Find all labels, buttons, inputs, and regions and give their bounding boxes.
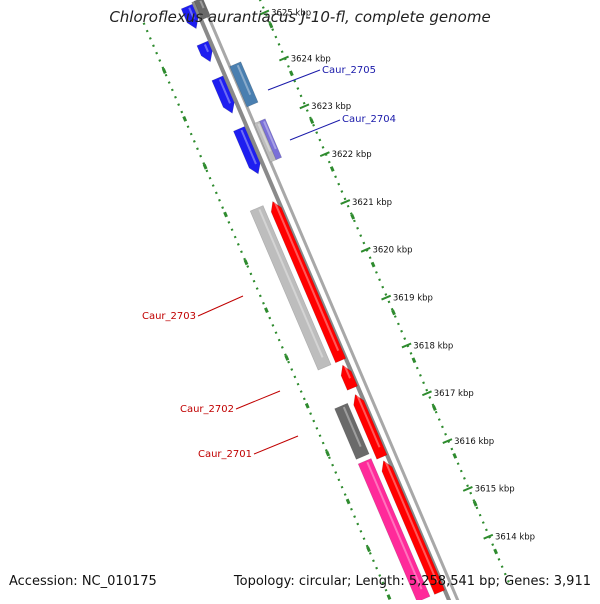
gene-label-leader bbox=[197, 295, 244, 317]
axis-tick bbox=[299, 103, 310, 110]
gene-label-caur-2704: Caur_2704 bbox=[342, 114, 396, 125]
gene-caur2701-b bbox=[381, 460, 446, 595]
major-tick bbox=[411, 357, 417, 364]
axis-tick bbox=[259, 9, 270, 16]
major-tick bbox=[182, 115, 188, 122]
major-tick bbox=[289, 70, 294, 77]
major-tick bbox=[325, 450, 331, 457]
major-tick bbox=[472, 500, 478, 507]
gene-features bbox=[180, 0, 446, 603]
gene-highlight bbox=[188, 7, 195, 20]
gene-top-dark bbox=[193, 0, 211, 20]
axis-label: 3618 kbp bbox=[413, 341, 453, 351]
major-tick bbox=[432, 405, 437, 411]
major-tick bbox=[243, 259, 249, 266]
inner-tick-ring bbox=[142, 22, 394, 604]
gene-highlight bbox=[384, 461, 439, 583]
gene-caur2702 bbox=[340, 364, 358, 391]
gene-caur2704 bbox=[259, 118, 283, 161]
gene-caur2704-forward bbox=[233, 126, 261, 175]
major-tick bbox=[202, 163, 208, 170]
axis-tick bbox=[340, 199, 351, 205]
axis-tick bbox=[401, 342, 412, 349]
outer-tick-ring bbox=[258, 0, 511, 585]
axis-tick bbox=[360, 246, 371, 253]
axis-label: 3625 kbp bbox=[271, 8, 311, 18]
genome-summary-text: Topology: circular; Length: 5,258,541 bp… bbox=[233, 574, 591, 589]
gene-labels: Caur_2705 Caur_2704 Caur_2703 Caur_2702 Caur… bbox=[142, 65, 396, 460]
gene-highlight bbox=[199, 0, 205, 9]
gene-highlight bbox=[342, 406, 362, 447]
axis-label: 3619 kbp bbox=[393, 293, 433, 303]
axis-label: 3616 kbp bbox=[454, 437, 494, 447]
major-tick bbox=[452, 452, 458, 459]
gene-caur2702-dark bbox=[334, 402, 370, 460]
gene-caur2705 bbox=[229, 61, 259, 108]
axis-tick bbox=[278, 55, 289, 62]
gene-label-leader bbox=[235, 390, 281, 410]
axis-label: 3620 kbp bbox=[372, 246, 412, 256]
axis-tick bbox=[381, 294, 392, 301]
axis-label: 3622 kbp bbox=[332, 150, 372, 160]
gene-top-2 bbox=[196, 40, 213, 63]
gene-highlight bbox=[218, 79, 231, 104]
axis-label: 3617 kbp bbox=[434, 389, 474, 399]
major-tick bbox=[284, 355, 290, 361]
gene-highlight bbox=[274, 202, 340, 352]
gene-caur2701-pink bbox=[357, 458, 431, 603]
gene-label-caur-2701: Caur_2701 bbox=[198, 449, 252, 460]
gene-highlight bbox=[236, 64, 252, 96]
gene-caur2703 bbox=[270, 200, 347, 364]
major-tick bbox=[309, 118, 315, 125]
major-tick bbox=[345, 498, 351, 505]
axis-label: 3615 kbp bbox=[475, 485, 515, 495]
axis-tick bbox=[462, 486, 473, 492]
gene-label-leader bbox=[267, 69, 321, 91]
gene-top-1 bbox=[180, 3, 199, 30]
major-tick bbox=[370, 261, 376, 268]
tick-rings bbox=[142, 0, 511, 604]
gene-label-leader bbox=[289, 119, 341, 141]
gene-highlight bbox=[356, 395, 381, 448]
gene-label-leader bbox=[253, 435, 299, 455]
major-tick bbox=[386, 594, 392, 600]
major-tick bbox=[391, 309, 396, 316]
accession-text: Accession: NC_010175 bbox=[9, 574, 157, 589]
gene-label-caur-2702: Caur_2702 bbox=[180, 404, 234, 415]
gene-label-caur-2703: Caur_2703 bbox=[142, 311, 196, 322]
gene-caur2705-forward bbox=[211, 75, 235, 114]
gene-highlight bbox=[203, 44, 209, 53]
major-tick bbox=[493, 548, 499, 555]
gene-highlight bbox=[366, 461, 423, 590]
axis-label: 3623 kbp bbox=[311, 102, 351, 112]
position-axis: 3625 kbp 3624 kbp 3623 kbp 3622 kbp 3621 kbp… bbox=[259, 8, 535, 543]
major-tick bbox=[268, 22, 274, 29]
axis-tick bbox=[442, 438, 453, 444]
major-tick bbox=[350, 213, 356, 220]
axis-label: 3614 kbp bbox=[495, 533, 535, 543]
axis-tick bbox=[421, 390, 432, 397]
gene-highlight bbox=[257, 123, 272, 152]
axis-label: 3621 kbp bbox=[352, 198, 392, 208]
major-tick bbox=[223, 211, 228, 218]
gene-highlight bbox=[263, 121, 277, 150]
gene-caur2701-a bbox=[353, 394, 388, 460]
axis-label: 3624 kbp bbox=[291, 54, 331, 64]
major-tick bbox=[366, 546, 371, 553]
major-tick bbox=[304, 402, 310, 409]
axis-tick bbox=[319, 151, 330, 158]
gene-highlight bbox=[344, 365, 351, 379]
major-tick bbox=[329, 166, 335, 172]
gene-highlight bbox=[240, 129, 257, 165]
gene-label-caur-2705: Caur_2705 bbox=[322, 65, 376, 76]
gene-highlight bbox=[258, 208, 324, 358]
axis-tick bbox=[483, 533, 494, 540]
map-title: Chloroflexus aurantiacus J-10-fl, comple… bbox=[109, 8, 491, 26]
gene-caur2703-grey bbox=[249, 205, 332, 371]
major-tick bbox=[161, 68, 167, 74]
major-tick bbox=[264, 307, 269, 314]
